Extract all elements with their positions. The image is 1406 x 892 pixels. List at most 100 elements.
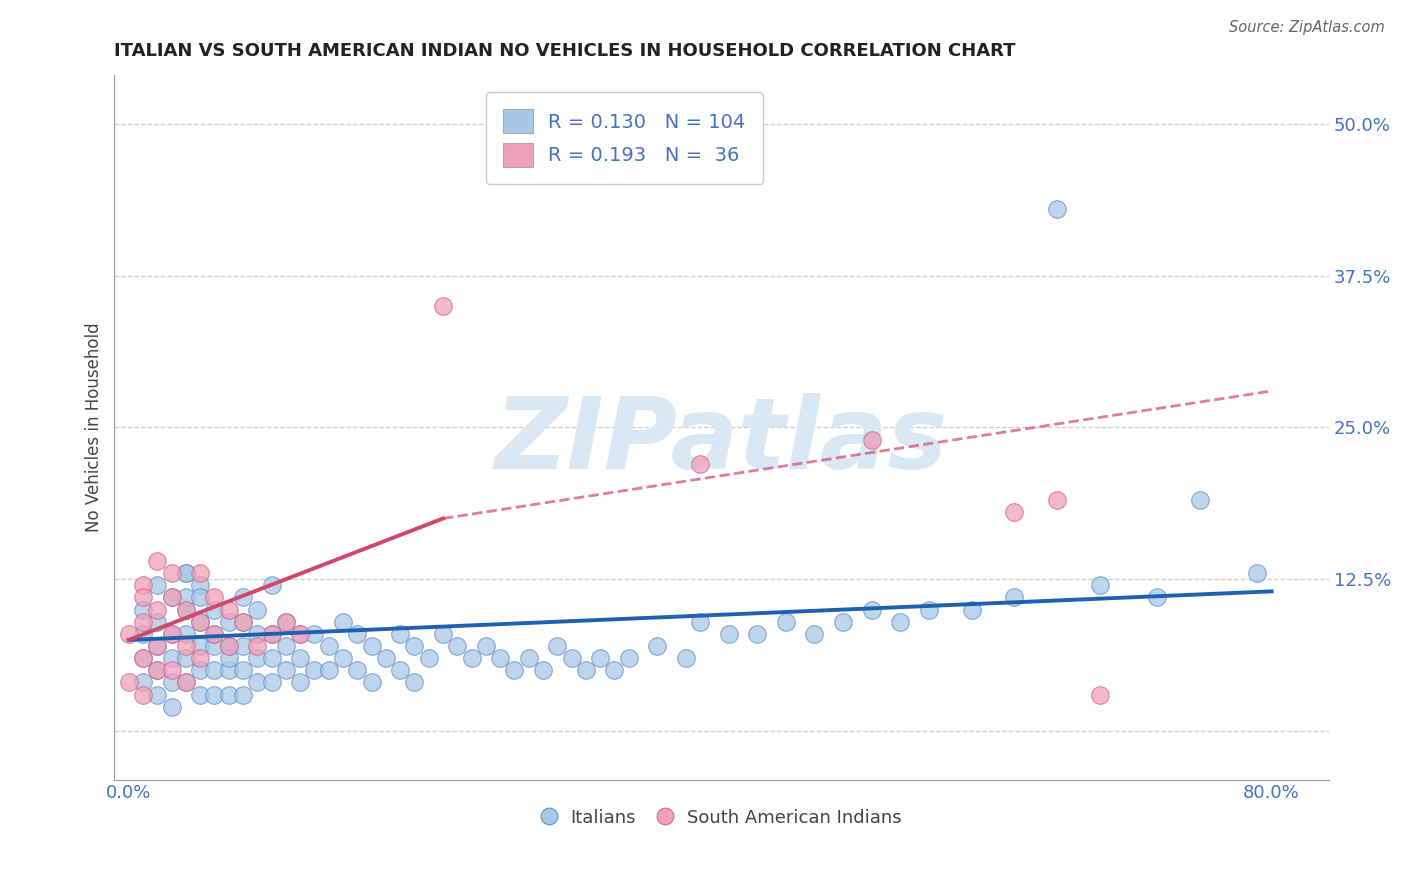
Point (232, 615, 254, 629)
Point (260, 675, 283, 690)
Point (146, 615, 169, 629)
Point (174, 675, 197, 690)
Point (174, 651, 197, 665)
Point (218, 639, 240, 653)
Point (174, 602, 197, 616)
Point (288, 627, 311, 641)
Point (747, 627, 769, 641)
Point (132, 675, 155, 690)
Point (146, 554, 169, 568)
Point (218, 639, 240, 653)
Point (404, 675, 426, 690)
Point (288, 651, 311, 665)
Point (675, 651, 697, 665)
Point (531, 663, 554, 677)
Point (260, 627, 283, 641)
Point (717, 627, 740, 641)
Point (188, 639, 211, 653)
Point (232, 663, 254, 677)
Point (274, 639, 297, 653)
Point (204, 627, 226, 641)
Point (132, 651, 155, 665)
Point (174, 627, 197, 641)
Point (132, 651, 155, 665)
Point (188, 566, 211, 581)
Point (603, 663, 626, 677)
Point (232, 688, 254, 702)
Point (432, 299, 454, 313)
Point (204, 627, 226, 641)
Text: ZIPatlas: ZIPatlas (495, 393, 948, 490)
Legend: Italians, South American Indians: Italians, South American Indians (534, 801, 908, 834)
Point (146, 639, 169, 653)
Point (288, 627, 311, 641)
Point (689, 615, 711, 629)
Point (803, 627, 825, 641)
Point (1088, 688, 1111, 702)
Point (304, 663, 326, 677)
Point (246, 675, 269, 690)
Point (960, 602, 983, 616)
Point (832, 615, 855, 629)
Point (160, 566, 183, 581)
Point (160, 627, 183, 641)
Point (188, 578, 211, 592)
Point (188, 651, 211, 665)
Point (146, 663, 169, 677)
Point (188, 615, 211, 629)
Point (132, 688, 155, 702)
Point (146, 663, 169, 677)
Point (318, 663, 340, 677)
Point (1189, 493, 1212, 508)
Point (146, 688, 169, 702)
Point (274, 615, 297, 629)
Point (218, 602, 240, 616)
Point (232, 639, 254, 653)
Point (389, 663, 412, 677)
Point (146, 639, 169, 653)
Y-axis label: No Vehicles in Household: No Vehicles in Household (86, 323, 103, 533)
Point (160, 675, 183, 690)
Point (160, 699, 183, 714)
Point (489, 651, 512, 665)
Point (775, 615, 797, 629)
Text: Source: ZipAtlas.com: Source: ZipAtlas.com (1229, 20, 1385, 35)
Point (645, 639, 668, 653)
Point (188, 591, 211, 605)
Point (204, 639, 226, 653)
Point (332, 615, 354, 629)
Point (1004, 591, 1026, 605)
Point (174, 639, 197, 653)
Point (160, 591, 183, 605)
Point (174, 566, 197, 581)
Point (460, 651, 482, 665)
Point (204, 663, 226, 677)
Point (218, 663, 240, 677)
Point (1088, 578, 1111, 592)
Point (418, 651, 440, 665)
Point (575, 663, 598, 677)
Point (118, 627, 141, 641)
Point (475, 639, 498, 653)
Point (260, 578, 283, 592)
Point (404, 639, 426, 653)
Point (246, 651, 269, 665)
Point (160, 627, 183, 641)
Point (218, 615, 240, 629)
Point (360, 675, 382, 690)
Point (160, 591, 183, 605)
Point (288, 675, 311, 690)
Point (174, 675, 197, 690)
Point (188, 615, 211, 629)
Point (446, 639, 468, 653)
Point (188, 688, 211, 702)
Point (860, 433, 883, 447)
Text: ITALIAN VS SOUTH AMERICAN INDIAN NO VEHICLES IN HOUSEHOLD CORRELATION CHART: ITALIAN VS SOUTH AMERICAN INDIAN NO VEHI… (114, 42, 1017, 60)
Point (118, 675, 141, 690)
Point (260, 651, 283, 665)
Point (218, 651, 240, 665)
Point (246, 627, 269, 641)
Point (1004, 505, 1026, 519)
Point (589, 651, 612, 665)
Point (889, 615, 911, 629)
